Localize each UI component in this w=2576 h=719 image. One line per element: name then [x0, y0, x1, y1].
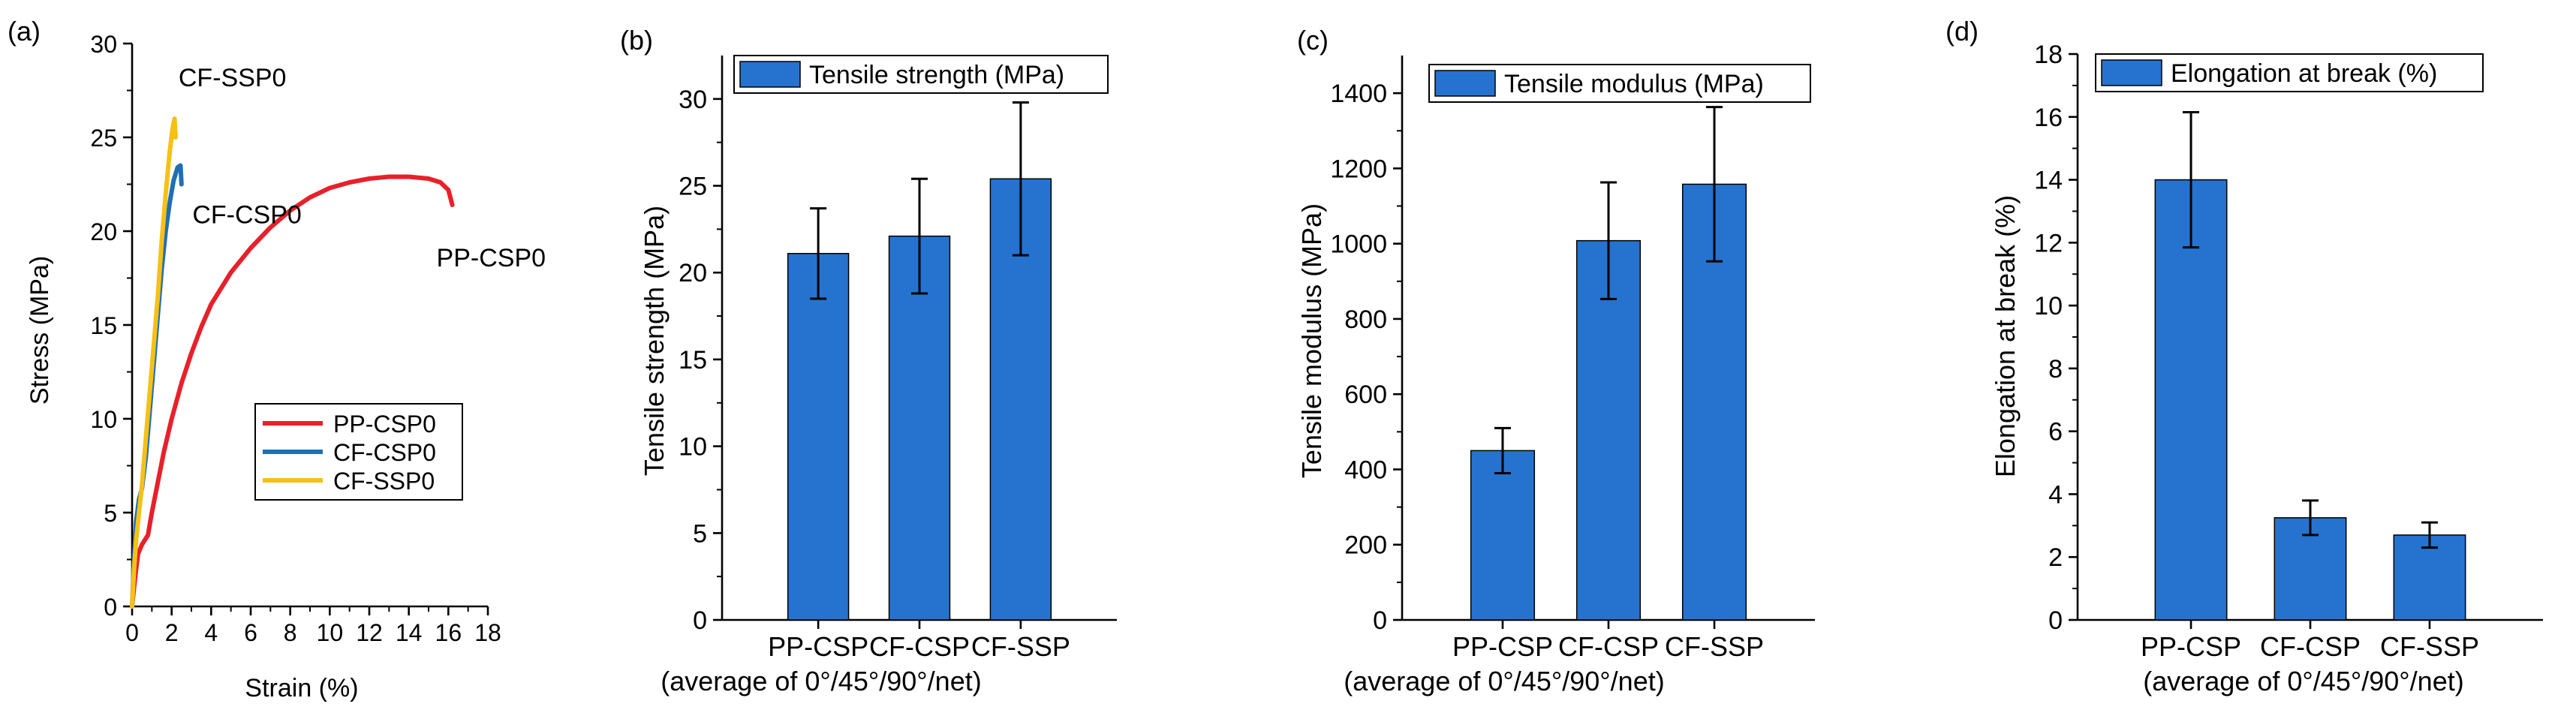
- panel-a-y-tick-label: 10: [90, 406, 117, 433]
- panel-d-ylabel: Elongation at break (%): [1990, 195, 2021, 477]
- panel-a-x-tick-label: 0: [125, 619, 139, 646]
- panel-d-y-tick-label: 6: [2048, 418, 2063, 447]
- panel-label-d: (d): [1946, 16, 1979, 47]
- panel-a-y-tick-label: 20: [90, 218, 117, 245]
- panel-c-x-tick-label: CF-CSP: [1558, 631, 1659, 662]
- panel-c-y-tick-label: 200: [1344, 531, 1387, 560]
- panel-c-x-tick-label: CF-SSP: [1665, 631, 1764, 662]
- panel-b-y-tick-label: 25: [679, 173, 707, 201]
- panel-d-y-tick-label: 18: [2034, 41, 2063, 69]
- panel-a-x-tick-label: 4: [204, 619, 218, 646]
- panel-b-y-tick-label: 5: [693, 519, 707, 548]
- panel-a-y-tick-label: 30: [90, 31, 117, 58]
- panel-a-x-tick-label: 16: [435, 619, 462, 646]
- panel-a-xlabel: Strain (%): [245, 674, 358, 702]
- series-annotation-pp-csp0: PP-CSP0: [437, 244, 546, 272]
- panel-c-xlabel: (average of 0°/45°/90°/net): [1344, 666, 1664, 696]
- panel-b-legend-label: Tensile strength (MPa): [809, 61, 1064, 89]
- panel-b-xlabel: (average of 0°/45°/90°/net): [661, 666, 981, 696]
- panel-b-y-tick-label: 15: [679, 346, 707, 375]
- series-annotation-cf-ssp0: CF-SSP0: [179, 64, 287, 92]
- panel-c-ylabel: Tensile modulus (MPa): [1296, 203, 1327, 478]
- series-annotation-cf-csp0: CF-CSP0: [192, 201, 301, 230]
- panel-b-legend-swatch: [739, 61, 801, 88]
- series-line-cf-csp0: [130, 163, 184, 609]
- panel-label-b: (b): [620, 25, 653, 56]
- panel-d-legend-label: Elongation at break (%): [2171, 59, 2437, 88]
- panel-d-y-tick-label: 4: [2048, 480, 2063, 509]
- panel-c-y-tick-label: 800: [1344, 305, 1387, 334]
- panel-a-ylabel: Stress (MPa): [26, 256, 54, 405]
- panel-a-x-tick-label: 2: [165, 619, 179, 646]
- panel-d-y-tick-label: 14: [2034, 167, 2063, 195]
- legend-label-pp-csp0: PP-CSP0: [333, 411, 436, 438]
- panel-b-x-tick-label: PP-CSP: [768, 631, 868, 662]
- series-line-pp-csp0: [130, 174, 455, 609]
- panel-a-x-tick-label: 6: [244, 619, 257, 646]
- panel-a-y-tick-label: 15: [90, 312, 117, 339]
- panel-a-x-tick-label: 8: [284, 619, 297, 646]
- panel-d-legend-swatch: [2101, 59, 2162, 86]
- panel-d-x-tick-label: CF-CSP: [2260, 631, 2361, 662]
- panel-a-y-tick-label: 5: [104, 500, 117, 527]
- panel-a-y-tick-label: 25: [90, 125, 117, 152]
- panel-b-y-tick-label: 0: [693, 606, 707, 635]
- panel-c-y-tick-label: 1000: [1330, 230, 1387, 259]
- panel-c-y-tick-label: 1200: [1330, 155, 1387, 183]
- panel-a-x-tick-label: 18: [474, 619, 501, 646]
- panel-d-y-tick-label: 0: [2048, 606, 2063, 635]
- series-line-cf-ssp0: [130, 116, 178, 609]
- panel-d-y-tick-label: 10: [2034, 292, 2063, 320]
- bar-d-pp-csp: [2154, 179, 2228, 621]
- legend-label-cf-ssp0: CF-SSP0: [333, 468, 435, 495]
- panel-b-y-tick-label: 30: [679, 86, 707, 114]
- panel-c-legend-swatch: [1434, 70, 1496, 97]
- panel-c-y-tick-label: 400: [1344, 456, 1387, 484]
- panel-c-x-tick-label: PP-CSP: [1452, 631, 1553, 662]
- panel-a-x-tick-label: 14: [396, 619, 423, 646]
- panel-b-ylabel: Tensile strength (MPa): [639, 206, 670, 476]
- bar-d-cf-ssp: [2393, 534, 2466, 621]
- bar-b-pp-csp: [787, 253, 850, 621]
- panel-d-y-tick-label: 8: [2048, 355, 2063, 384]
- panel-a-y-tick-label: 0: [104, 594, 117, 621]
- panel-a-x-tick-label: 12: [356, 619, 383, 646]
- panel-c-legend-label: Tensile modulus (MPa): [1504, 70, 1764, 98]
- panel-c-y-tick-label: 0: [1373, 606, 1387, 635]
- panel-b-y-tick-label: 10: [679, 433, 707, 462]
- panel-d-xlabel: (average of 0°/45°/90°/net): [2143, 666, 2463, 696]
- panel-d-y-tick-label: 16: [2034, 104, 2063, 132]
- panel-d-y-tick-label: 12: [2034, 229, 2063, 257]
- panel-c-y-tick-label: 1400: [1330, 80, 1387, 108]
- panel-d-x-tick-label: CF-SSP: [2380, 631, 2479, 662]
- panel-b-x-tick-label: CF-SSP: [971, 631, 1070, 662]
- bar-b-cf-csp: [888, 235, 951, 621]
- plot-layer: 0 2 4 6 8 10 12 14 16 18051015202530CF-SSP0CF-CSP…: [90, 31, 2543, 662]
- panel-d-x-tick-label: PP-CSP: [2141, 631, 2241, 662]
- panel-c-y-tick-label: 600: [1344, 381, 1387, 409]
- panel-label-a: (a): [8, 16, 41, 47]
- bar-c-cf-csp: [1575, 239, 1642, 621]
- panel-a-x-tick-label: 10: [317, 619, 344, 646]
- panel-b-y-tick-label: 20: [679, 259, 707, 287]
- bar-c-pp-csp: [1470, 450, 1536, 621]
- panel-d-y-tick-label: 2: [2048, 543, 2063, 572]
- bar-b-cf-ssp: [989, 178, 1052, 621]
- legend-label-cf-csp0: CF-CSP0: [333, 439, 436, 466]
- panel-b-x-tick-label: CF-CSP: [869, 631, 970, 662]
- panel-label-c: (c): [1297, 25, 1329, 56]
